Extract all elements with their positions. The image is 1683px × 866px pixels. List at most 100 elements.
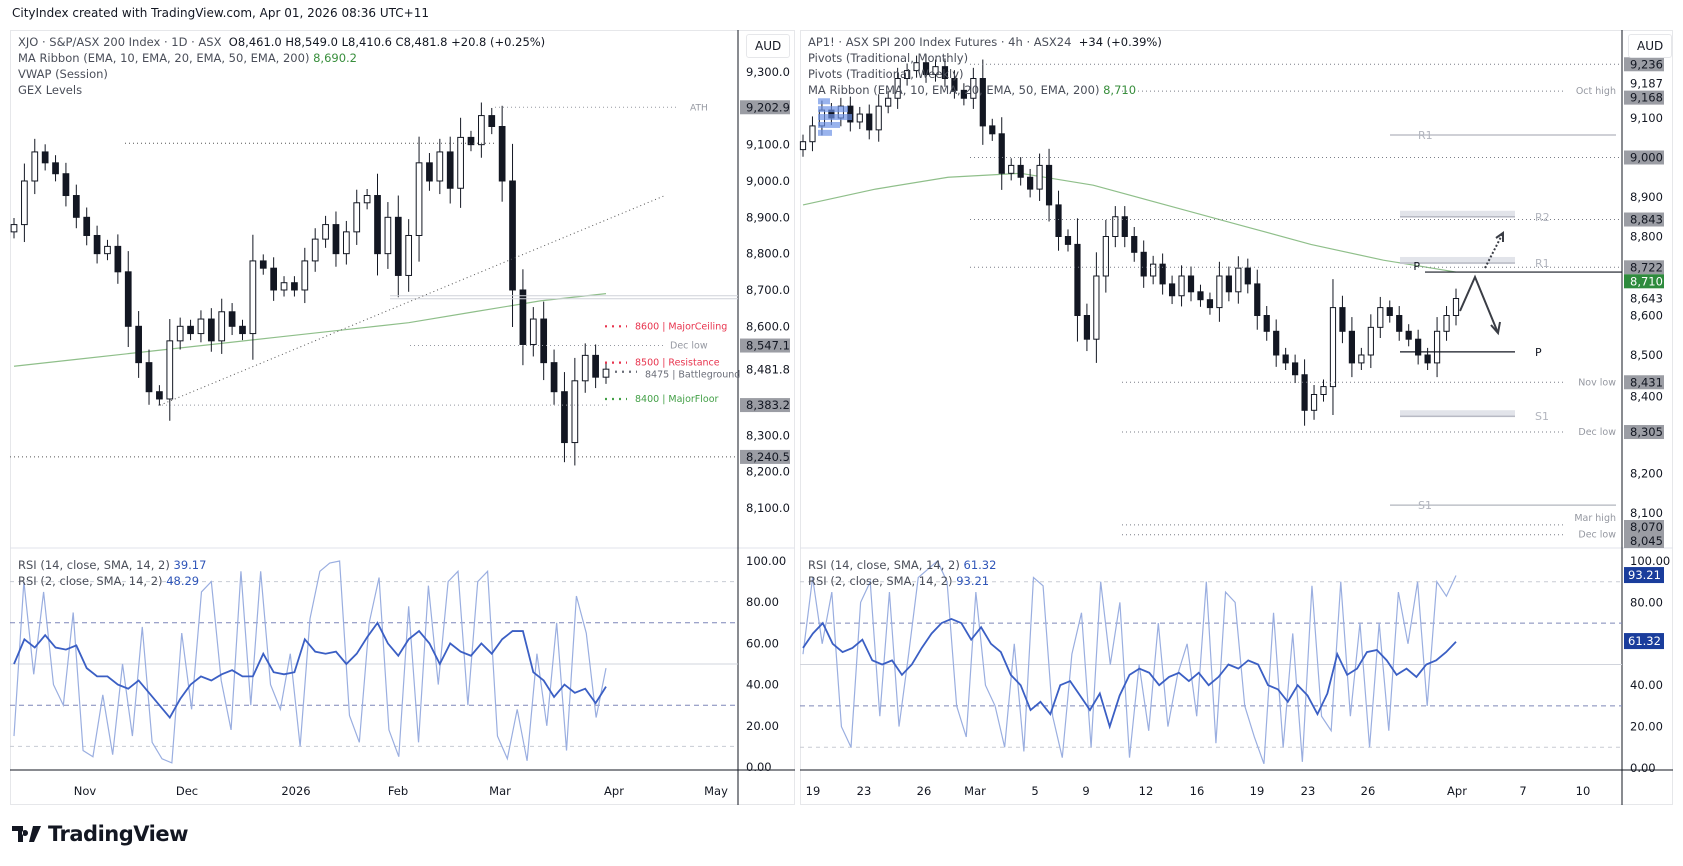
left-candle bbox=[374, 195, 381, 255]
right-price-tag: 9,168 bbox=[1630, 91, 1663, 105]
tradingview-logo: TradingView bbox=[12, 822, 188, 846]
left-candle bbox=[135, 325, 142, 364]
left-candle bbox=[259, 260, 267, 269]
right-ma-legend[interactable]: MA Ribbon (EMA, 10, EMA, 20, EMA, 50, EM… bbox=[808, 82, 1162, 98]
right-candle bbox=[932, 66, 939, 76]
left-rsi2-line bbox=[13, 560, 607, 764]
left-candle bbox=[197, 318, 205, 335]
right-candle bbox=[1396, 315, 1403, 332]
right-price-tick: 8,100 bbox=[1630, 506, 1663, 520]
right-price-tick: 8,900 bbox=[1630, 190, 1663, 204]
left-candle bbox=[592, 354, 599, 378]
right-price-tag-bg bbox=[1624, 260, 1664, 275]
left-vwap-legend[interactable]: VWAP (Session) bbox=[18, 67, 108, 81]
right-rsi-tick: 80.00 bbox=[1630, 595, 1663, 609]
right-pivots-weekly-legend[interactable]: Pivots (Traditional, Weekly) bbox=[808, 67, 964, 81]
right-rsi2-legend[interactable]: RSI (2, close, SMA, 14, 2) 93.21 bbox=[808, 573, 996, 589]
pivot-label-p: P bbox=[1413, 260, 1420, 273]
left-candle bbox=[581, 354, 589, 382]
left-candle bbox=[93, 234, 101, 255]
right-candle bbox=[1159, 263, 1166, 285]
left-price-tag: 9,202.9 bbox=[746, 100, 790, 114]
right-candle bbox=[1386, 307, 1393, 317]
pivot-zone bbox=[1400, 256, 1515, 264]
right-price-tag: 8,722 bbox=[1630, 260, 1663, 274]
left-candle bbox=[498, 125, 506, 182]
right-candle bbox=[1329, 307, 1337, 388]
left-candle bbox=[602, 368, 610, 378]
right-candle bbox=[1348, 330, 1356, 364]
right-rsi-tick: 100.00 bbox=[1630, 554, 1670, 568]
left-ma200-line bbox=[13, 293, 607, 367]
left-ath-label: ATH bbox=[690, 103, 708, 113]
left-candle bbox=[384, 216, 392, 255]
left-candle bbox=[124, 271, 132, 327]
right-candle bbox=[1367, 326, 1374, 356]
left-candle bbox=[114, 245, 122, 273]
arrowhead-icon bbox=[1490, 321, 1501, 336]
right-candle bbox=[1405, 330, 1412, 340]
left-chart-panel[interactable] bbox=[10, 30, 795, 805]
left-time-tick: Feb bbox=[388, 784, 408, 798]
left-candle bbox=[52, 162, 59, 175]
right-symbol: AP1! · ASX SPI 200 Index Futures · 4h · … bbox=[808, 35, 1072, 49]
right-candle bbox=[1131, 236, 1138, 253]
left-price-tag-bg bbox=[740, 449, 790, 464]
right-candle bbox=[922, 62, 930, 76]
right-currency-button[interactable]: AUD bbox=[1628, 34, 1673, 58]
left-price-tag: 8,547.1 bbox=[746, 339, 790, 353]
right-candle bbox=[1197, 291, 1204, 301]
left-candle bbox=[561, 391, 568, 444]
right-candle bbox=[989, 125, 996, 135]
rsi2-label: RSI (2, close, SMA, 14, 2) bbox=[808, 574, 953, 588]
left-candle bbox=[405, 234, 413, 276]
right-candle bbox=[1244, 267, 1251, 285]
right-candle bbox=[1112, 216, 1119, 237]
right-rsi-tag-bg bbox=[1624, 567, 1664, 584]
right-time-tick: 26 bbox=[917, 784, 932, 798]
right-candle bbox=[1320, 386, 1327, 396]
right-rsi-legend: RSI (14, close, SMA, 14, 2) 61.32 RSI (2… bbox=[808, 557, 996, 589]
right-price-tag: 9,236 bbox=[1630, 57, 1663, 71]
rsi14-label: RSI (14, close, SMA, 14, 2) bbox=[18, 558, 170, 572]
left-candle bbox=[519, 289, 527, 345]
left-price-tick: 8,600.0 bbox=[746, 319, 790, 333]
left-time-tick: Mar bbox=[489, 784, 511, 798]
gex-level-label: 8400 | MajorFloor bbox=[635, 394, 719, 405]
right-candle bbox=[1282, 354, 1289, 364]
right-candle bbox=[1225, 275, 1232, 293]
right-candle bbox=[951, 78, 958, 91]
right-symbol-line[interactable]: AP1! · ASX SPI 200 Index Futures · 4h · … bbox=[808, 34, 1162, 50]
right-price-tag: 9,187 bbox=[1630, 77, 1663, 91]
left-ma-legend[interactable]: MA Ribbon (EMA, 10, EMA, 20, EMA, 50, EM… bbox=[18, 50, 545, 66]
right-candle bbox=[1027, 176, 1034, 190]
right-candle bbox=[1235, 267, 1242, 293]
rsi14-value: 39.17 bbox=[173, 558, 207, 572]
right-price-tag: 8,431 bbox=[1630, 375, 1663, 389]
chart-credit: CityIndex created with TradingView.com, … bbox=[12, 6, 429, 20]
right-rsi-tag: 93.21 bbox=[1628, 568, 1661, 582]
left-gex-legend[interactable]: GEX Levels bbox=[18, 83, 83, 97]
right-candle bbox=[1140, 251, 1147, 277]
left-symbol-line[interactable]: XJO · S&P/ASX 200 Index · 1D · ASX O8,46… bbox=[18, 34, 545, 50]
right-pivots-monthly-legend[interactable]: Pivots (Traditional, Monthly) bbox=[808, 51, 969, 65]
rsi2-value: 93.21 bbox=[956, 574, 990, 588]
right-time-tick: 23 bbox=[857, 784, 872, 798]
right-chart-panel[interactable] bbox=[800, 30, 1673, 805]
right-rsi14-legend[interactable]: RSI (14, close, SMA, 14, 2) 61.32 bbox=[808, 557, 996, 573]
left-currency-button[interactable]: AUD bbox=[746, 34, 791, 58]
left-candle bbox=[249, 260, 257, 335]
ma-value: 8,710 bbox=[1103, 83, 1137, 97]
left-candle bbox=[342, 231, 350, 255]
left-rsi14-line bbox=[13, 621, 607, 720]
right-time-tick: 19 bbox=[806, 784, 821, 798]
right-time-tick: 7 bbox=[1519, 784, 1526, 798]
right-time-tick: 26 bbox=[1361, 784, 1376, 798]
right-price-tag-bg bbox=[1624, 274, 1664, 289]
right-time-tick: Apr bbox=[1447, 784, 1467, 798]
left-rsi2-legend[interactable]: RSI (2, close, SMA, 14, 2) 48.29 bbox=[18, 573, 206, 589]
left-time-tick: 2026 bbox=[281, 784, 310, 798]
left-rsi14-legend[interactable]: RSI (14, close, SMA, 14, 2) 39.17 bbox=[18, 557, 206, 573]
right-price-tick: 8,400 bbox=[1630, 389, 1663, 403]
